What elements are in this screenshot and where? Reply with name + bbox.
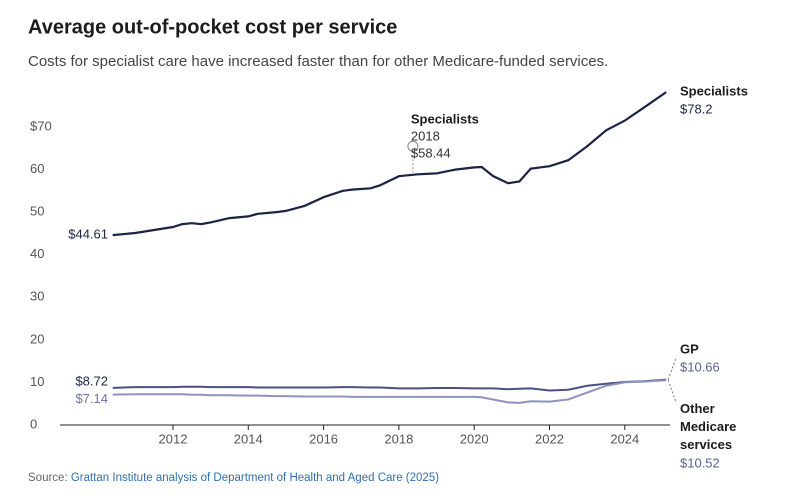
x-tick-label: 2018 (384, 431, 413, 446)
x-tick-label: 2020 (460, 431, 489, 446)
series-line (112, 91, 667, 237)
series-label-line: Medicare (680, 419, 736, 434)
leader-line (667, 380, 677, 403)
start-label: $7.14 (75, 391, 108, 406)
series-label-line: services (680, 437, 732, 452)
annotation-value: $58.44 (411, 145, 451, 160)
end-value-label: $10.66 (680, 359, 720, 374)
x-tick-label: 2012 (159, 431, 188, 446)
y-tick-label: 30 (30, 289, 44, 304)
series-label: Specialists (680, 83, 748, 98)
x-tick-label: 2024 (610, 431, 639, 446)
y-tick-label: $70 (30, 118, 52, 133)
start-label: $8.72 (75, 373, 108, 388)
x-tick-label: 2016 (309, 431, 338, 446)
source: Source: Grattan Institute analysis of De… (28, 472, 439, 484)
source-link[interactable]: Grattan Institute analysis of Department… (71, 472, 439, 484)
end-value-label: $10.52 (680, 455, 720, 470)
series-label-line: Other (680, 401, 715, 416)
start-label: $44.61 (68, 227, 108, 242)
series-label: Other Medicare services (680, 401, 736, 452)
y-tick-label: 60 (30, 161, 44, 176)
series-label: GP (680, 341, 699, 356)
y-tick-label: 20 (30, 331, 44, 346)
source-label: Source: (28, 472, 68, 484)
y-tick-label: 50 (30, 204, 44, 219)
chart-title: Average out-of-pocket cost per service (28, 16, 397, 38)
y-tick-label: 40 (30, 246, 44, 261)
end-value-label: $78.2 (680, 101, 713, 116)
x-tick-label: 2022 (535, 431, 564, 446)
chart-subtitle: Costs for specialist care have increased… (28, 53, 608, 70)
y-tick-label: 0 (30, 416, 37, 431)
annotation-title: Specialists (411, 111, 479, 126)
series-line (112, 378, 667, 392)
series-line (112, 379, 667, 404)
annotation-date: 2018 (411, 128, 440, 143)
y-tick-label: 10 (30, 374, 44, 389)
x-tick-label: 2014 (234, 431, 263, 446)
leader-line (667, 357, 677, 380)
